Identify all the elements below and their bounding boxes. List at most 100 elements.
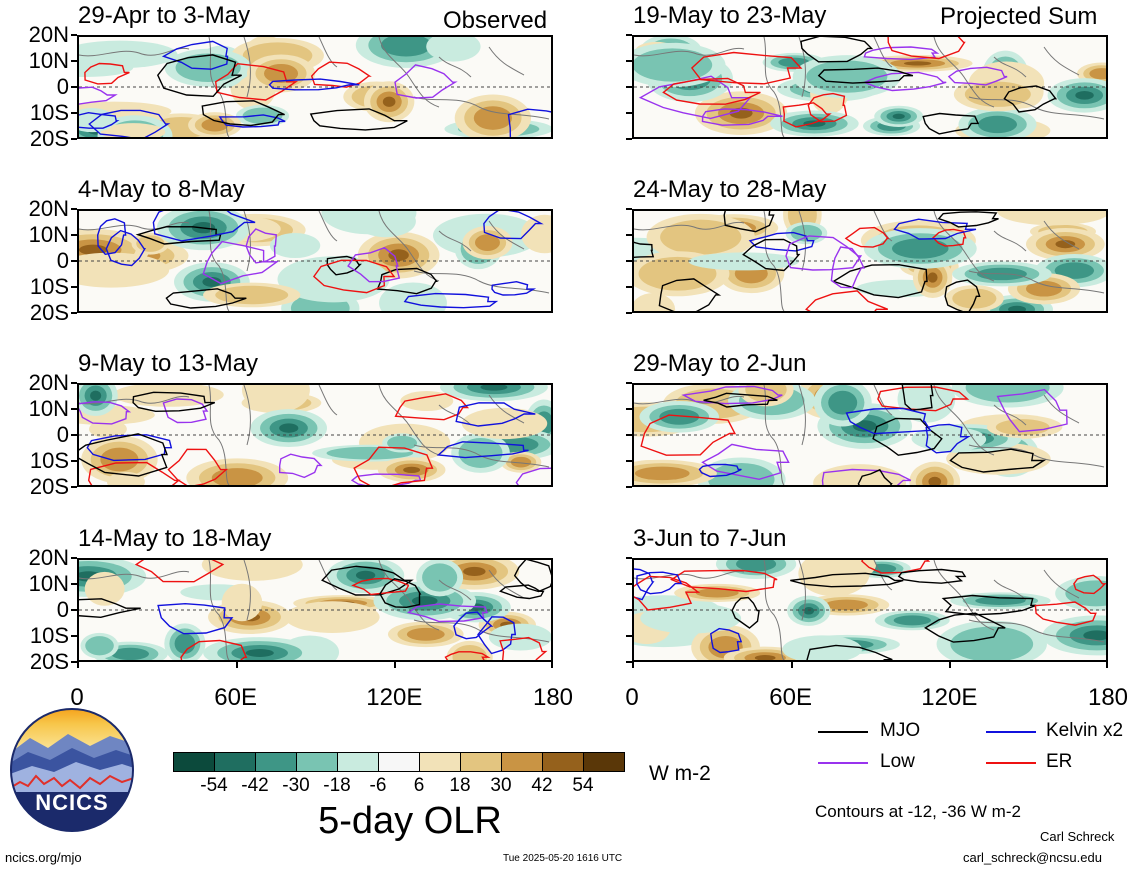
latitude-tick — [71, 661, 77, 663]
er-contour — [87, 461, 181, 485]
olr-map — [79, 37, 551, 137]
contours-note: Contours at -12, -36 W m-2 — [815, 802, 1021, 821]
kelvin-contour — [507, 108, 551, 137]
positive-olr-anomaly — [952, 288, 997, 309]
kelvin-contour — [893, 218, 977, 240]
kelvin-contour — [477, 616, 517, 655]
longitude-tick — [394, 662, 397, 668]
negative-olr-anomaly — [90, 390, 102, 401]
negative-olr-anomaly — [640, 603, 742, 634]
positive-olr-anomaly — [927, 272, 938, 283]
coastline — [208, 211, 230, 311]
low-contour — [347, 246, 401, 283]
coastline — [634, 47, 745, 57]
negative-olr-anomaly — [458, 438, 503, 468]
negative-olr-anomaly — [977, 115, 1017, 134]
footer-email[interactable]: carl_schreck@ncsu.edu — [963, 850, 1102, 865]
coastline — [968, 96, 1105, 120]
coastline — [79, 570, 190, 580]
panel-date-label: 9-May to 13-May — [78, 350, 259, 377]
er-contour — [84, 62, 130, 85]
latitude-tick-label: 20N — [28, 370, 69, 395]
negative-olr-anomaly — [950, 626, 1034, 660]
footer-url[interactable]: ncics.org/mjo — [5, 850, 82, 865]
er-contour — [844, 226, 890, 248]
low-contour — [701, 108, 783, 126]
mjo-contour — [831, 263, 928, 299]
latitude-tick-label: 10N — [28, 571, 69, 596]
latitude-tick — [626, 434, 632, 436]
negative-olr-anomaly — [355, 570, 376, 580]
latitude-tick-label: 10S — [29, 100, 69, 125]
kelvin-contour — [88, 109, 171, 137]
colorbar-tick-label: 18 — [449, 775, 471, 796]
mjo-contour — [1003, 85, 1058, 113]
er-contour — [312, 259, 396, 294]
kelvin-contour — [157, 602, 234, 635]
negative-olr-anomaly — [277, 256, 390, 303]
positive-olr-anomaly — [995, 419, 1050, 436]
map-panel — [77, 558, 553, 662]
negative-olr-anomaly — [242, 107, 283, 125]
latitude-tick — [71, 86, 77, 88]
longitude-tick-label: 120E — [366, 684, 423, 711]
mjo-contour — [135, 225, 222, 245]
coastline — [438, 56, 472, 78]
latitude-tick — [71, 382, 77, 384]
mjo-contour — [941, 594, 1037, 616]
latitude-tick — [626, 408, 632, 410]
low-contour — [79, 86, 118, 105]
negative-olr-anomaly — [736, 560, 777, 572]
low-contour — [638, 75, 752, 120]
low-contour — [830, 246, 866, 289]
positive-olr-anomaly — [634, 292, 676, 311]
negative-olr-anomaly — [202, 276, 222, 287]
er-contour — [394, 393, 470, 421]
latitude-tick-label: 0 — [56, 74, 69, 99]
map-panel — [632, 209, 1108, 313]
longitude-tick-label: 180 — [532, 684, 574, 711]
coastline — [1043, 394, 1080, 424]
colorbar-swatch — [501, 752, 543, 772]
er-contour — [167, 448, 229, 485]
low-contour — [202, 240, 280, 285]
latitude-tick — [626, 260, 632, 262]
coastline — [413, 444, 550, 468]
coastline — [873, 211, 893, 242]
negative-olr-anomaly — [380, 37, 432, 57]
negative-olr-anomaly — [488, 623, 551, 651]
latitude-tick — [626, 86, 632, 88]
low-contour — [406, 603, 489, 623]
er-contour — [887, 37, 966, 60]
longitude-tick — [77, 662, 79, 668]
coastline — [208, 560, 230, 660]
latitude-tick — [71, 312, 77, 314]
map-panel — [632, 558, 1108, 662]
coastline — [763, 385, 785, 485]
negative-olr-anomaly — [965, 385, 1050, 403]
negative-olr-anomaly — [790, 224, 823, 242]
negative-olr-anomaly — [1083, 630, 1106, 641]
negative-olr-anomaly — [806, 60, 888, 93]
latitude-tick-label: 10S — [29, 448, 69, 473]
positive-olr-anomaly — [475, 234, 500, 251]
low-contour — [515, 467, 551, 485]
kelvin-contour — [455, 402, 536, 427]
latitude-tick-label: 20N — [28, 22, 69, 47]
map-panel — [77, 35, 553, 139]
kelvin-contour — [453, 611, 494, 640]
colorbar-tick-label: 54 — [572, 775, 594, 796]
legend-low-line — [818, 762, 868, 764]
longitude-tick — [235, 662, 238, 668]
er-contour — [634, 575, 701, 611]
latitude-tick-label: 10N — [28, 396, 69, 421]
longitude-tick — [632, 662, 634, 668]
legend-er-line — [986, 762, 1036, 764]
coastline — [933, 385, 995, 456]
legend-mjo-line — [818, 731, 868, 733]
negative-olr-anomaly — [379, 282, 447, 311]
coastline — [968, 619, 1105, 643]
er-contour — [690, 51, 803, 85]
negative-olr-anomaly — [426, 37, 481, 62]
kelvin-contour — [636, 571, 683, 595]
